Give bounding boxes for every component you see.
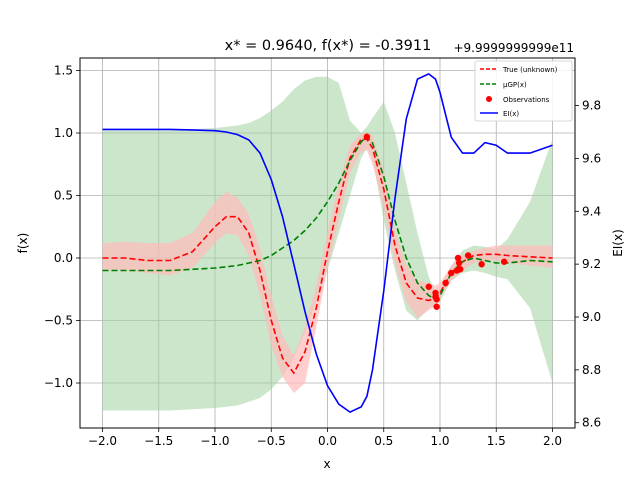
y2-tick-label: 9.0 bbox=[582, 310, 601, 324]
x-tick-label: −1.5 bbox=[144, 434, 173, 448]
x-tick-label: 2.0 bbox=[543, 434, 562, 448]
legend-true-label: True (unknown) bbox=[502, 66, 558, 74]
y-axis-label: f(x) bbox=[16, 233, 30, 254]
observation-point bbox=[442, 279, 449, 287]
y2-tick-label: 9.4 bbox=[582, 204, 601, 218]
y-tick-label: −1.0 bbox=[44, 376, 73, 390]
x-tick-label: −2.0 bbox=[88, 434, 117, 448]
observation-point bbox=[455, 259, 463, 267]
y-tick-label: 1.0 bbox=[54, 126, 73, 140]
legend-box bbox=[474, 60, 573, 122]
observation-point bbox=[500, 258, 508, 265]
gp-mean-line bbox=[102, 135, 553, 301]
observation-point bbox=[433, 296, 440, 303]
observation-point bbox=[363, 133, 371, 140]
observation-point bbox=[478, 261, 485, 268]
y-tick-label: −0.5 bbox=[44, 314, 73, 328]
x-tick-label: −1.0 bbox=[200, 434, 229, 448]
y-tick-label: 1.5 bbox=[54, 64, 73, 78]
x-tick-label: 1.5 bbox=[487, 434, 506, 448]
y2-axis-label: EI(x) bbox=[611, 229, 625, 257]
observation-point bbox=[433, 303, 440, 310]
y-tick-label: 0.0 bbox=[54, 251, 73, 265]
uncertainty-bands bbox=[102, 76, 553, 411]
observation-point bbox=[448, 269, 455, 277]
y2-tick-label: 9.6 bbox=[582, 151, 601, 165]
observation-point bbox=[425, 283, 432, 290]
y-axis-ticks: −1.0 −0.5 0.0 0.5 1.0 1.5 bbox=[44, 64, 80, 390]
series-lines bbox=[102, 72, 553, 414]
x-tick-label: 1.0 bbox=[430, 434, 449, 448]
y2-offset-label: +9.9999999999e11 bbox=[453, 41, 574, 55]
legend-ei-label: EI(x) bbox=[503, 110, 519, 118]
y2-tick-label: 9.2 bbox=[582, 257, 601, 271]
legend: True (unknown) μGP(x) Observations EI(x) bbox=[474, 60, 573, 122]
y2-axis-ticks: 8.6 8.8 9.0 9.2 9.4 9.6 9.8 bbox=[575, 99, 601, 430]
y2-tick-label: 8.6 bbox=[582, 416, 601, 430]
x-axis-ticks: −2.0 −1.5 −1.0 −0.5 0.0 0.5 1.0 1.5 2.0 bbox=[88, 428, 562, 448]
expected-improvement-line bbox=[102, 72, 553, 414]
legend-observations-swatch bbox=[486, 96, 492, 102]
chart-title: x* = 0.9640, f(x*) = -0.3911 bbox=[225, 38, 432, 54]
y2-tick-label: 9.8 bbox=[582, 99, 601, 113]
observation-points bbox=[363, 133, 508, 310]
legend-observations-label: Observations bbox=[503, 96, 550, 104]
x-axis-label: x bbox=[323, 457, 330, 471]
x-tick-label: −0.5 bbox=[257, 434, 286, 448]
y-tick-label: 0.5 bbox=[54, 189, 73, 203]
observation-point bbox=[464, 252, 472, 259]
legend-gp-label: μGP(x) bbox=[503, 81, 527, 89]
observation-point bbox=[454, 254, 462, 262]
x-tick-label: 0.5 bbox=[374, 434, 393, 448]
true-confidence-band bbox=[102, 133, 553, 393]
observation-point bbox=[457, 266, 464, 273]
x-tick-label: 0.0 bbox=[318, 434, 337, 448]
y2-tick-label: 8.8 bbox=[582, 363, 601, 377]
